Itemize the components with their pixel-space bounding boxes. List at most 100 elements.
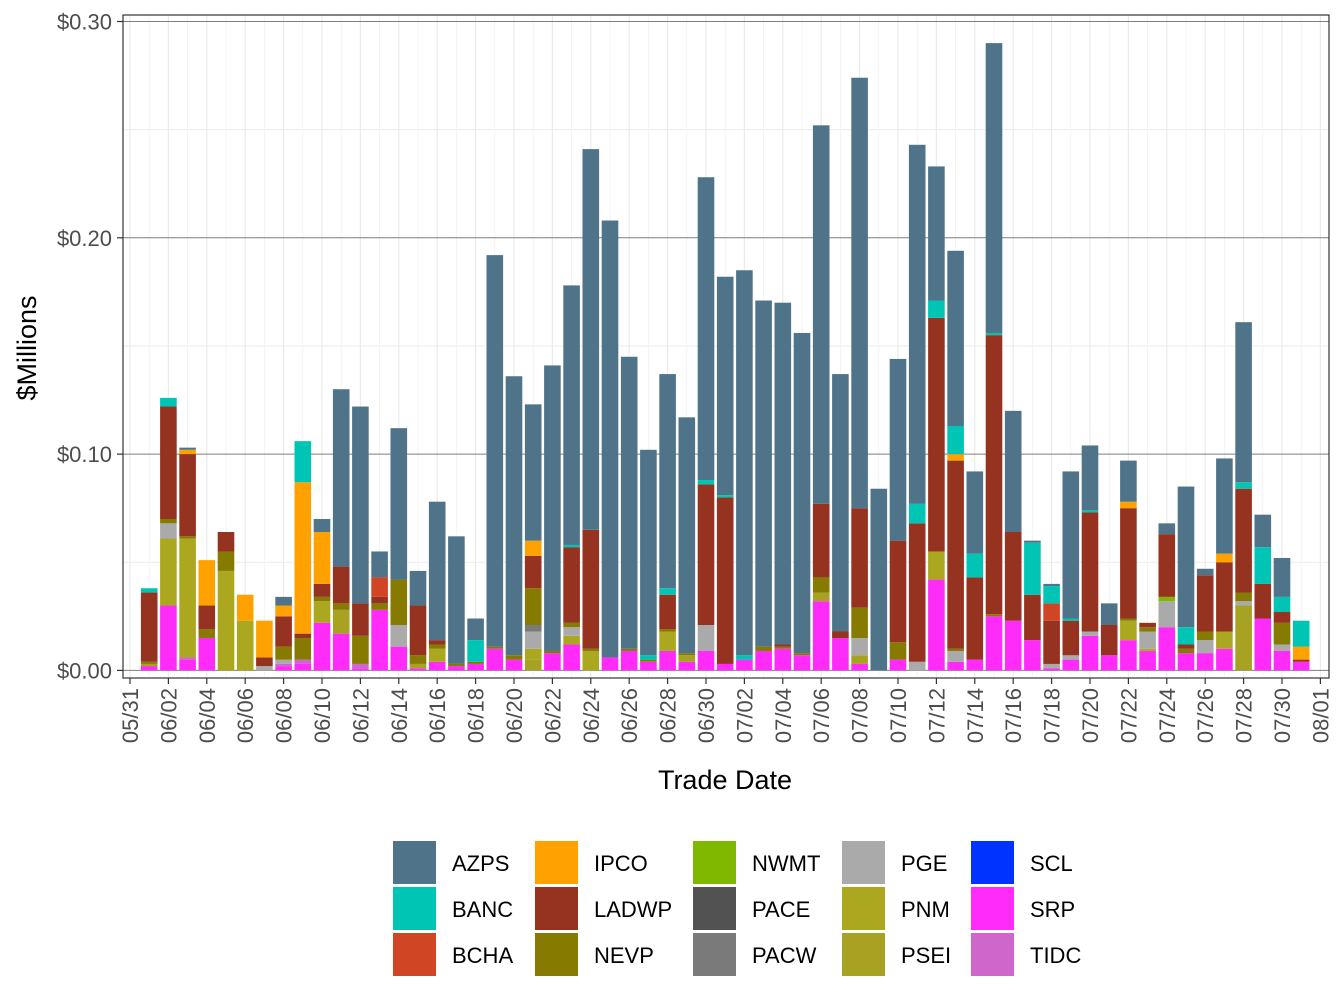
- bar-stack: [1292, 620, 1310, 671]
- bar-stack: [640, 449, 657, 671]
- bar-segment: [313, 622, 331, 671]
- legend-label: LADWP: [594, 897, 672, 922]
- bar-segment: [294, 633, 312, 638]
- bar-segment: [352, 603, 369, 636]
- bar-segment: [678, 417, 696, 654]
- bar-segment: [1235, 482, 1252, 489]
- bar-segment: [160, 519, 177, 524]
- bar-segment: [1004, 620, 1022, 671]
- bar-stack: [1004, 410, 1022, 671]
- bar-segment: [947, 661, 964, 671]
- bar-stack: [1062, 471, 1080, 671]
- bar-segment: [851, 663, 868, 671]
- x-tick-label: 06/08: [272, 688, 297, 743]
- x-tick-label: 06/16: [425, 688, 450, 743]
- bar-segment: [390, 625, 408, 647]
- bar-stack: [544, 365, 561, 671]
- bar-stack: [313, 519, 331, 671]
- bar-segment: [294, 441, 312, 483]
- bar-segment: [1158, 534, 1176, 597]
- y-tick-label: $0.10: [57, 442, 112, 467]
- x-tick-label: 07/10: [886, 688, 911, 743]
- bar-stack: [812, 125, 830, 671]
- bar-segment: [851, 77, 868, 509]
- legend: AZPS BANC BCHA IPCO LADWP NEVP NWMT PACE PACW PGE…: [393, 841, 1081, 976]
- bar-segment: [409, 655, 427, 664]
- x-tick-label: 07/26: [1193, 688, 1218, 743]
- bar-segment: [774, 646, 792, 649]
- bar-segment: [774, 644, 792, 647]
- bar-segment: [1043, 668, 1060, 671]
- bar-segment: [563, 544, 580, 548]
- x-tick-label: 07/02: [732, 688, 757, 743]
- plot-area: $0.00 $0.10 $0.20 $0.30 05/31 06/02 06/04 06/06…: [57, 9, 1333, 743]
- bar-stack: [736, 270, 753, 671]
- bar-segment: [486, 646, 504, 649]
- bar-stack: [1120, 460, 1137, 671]
- bar-segment: [198, 605, 216, 630]
- bar-segment: [1062, 471, 1080, 619]
- bar-segment: [1177, 648, 1195, 654]
- x-tick-label: 06/10: [310, 688, 335, 743]
- legend-swatch: [693, 887, 736, 930]
- bar-segment: [409, 663, 427, 669]
- bar-segment: [563, 627, 580, 636]
- x-tick-label: 07/14: [963, 688, 988, 743]
- legend-label: NEVP: [594, 943, 654, 968]
- bar-stack: [390, 428, 408, 671]
- bar-segment: [832, 637, 849, 671]
- bar-segment: [812, 503, 830, 578]
- bar-segment: [275, 663, 292, 667]
- bar-segment: [1081, 445, 1099, 511]
- bar-segment: [1177, 644, 1195, 649]
- bar-stack: [1024, 540, 1041, 671]
- plot-border: [122, 14, 1330, 679]
- bar-segment: [1062, 620, 1080, 656]
- bar-segment: [179, 447, 196, 450]
- bar-segment: [1273, 596, 1291, 613]
- bar-segment: [985, 43, 1003, 333]
- x-tick-label: 07/20: [1078, 688, 1103, 743]
- bar-segment: [1043, 603, 1060, 621]
- bar-segment: [889, 358, 907, 541]
- x-tick-label: 05/31: [118, 688, 143, 743]
- bar-segment: [1043, 586, 1060, 604]
- bar-segment: [524, 404, 542, 541]
- bar-segment: [275, 616, 292, 647]
- bar-segment: [1177, 653, 1195, 671]
- bar-segment: [217, 551, 235, 571]
- bar-segment: [236, 620, 254, 671]
- x-tick-label: 07/22: [1116, 688, 1141, 743]
- bar-segment: [985, 614, 1003, 617]
- bar-segment: [1196, 575, 1214, 632]
- bar-segment: [544, 650, 561, 654]
- y-axis-label: $Millions: [12, 295, 42, 400]
- bar-stack: [428, 501, 446, 671]
- bar-segment: [448, 536, 465, 664]
- bar-segment: [563, 635, 580, 645]
- x-tick-label: 07/24: [1155, 688, 1180, 743]
- legend-swatch: [842, 841, 885, 884]
- bar-stack: [236, 594, 254, 671]
- bar-stack: [448, 536, 465, 671]
- legend-swatch: [535, 841, 578, 884]
- bar-segment: [640, 449, 657, 656]
- legend-label: SCL: [1030, 851, 1073, 876]
- bar-stack: [832, 374, 849, 671]
- bar-segment: [294, 482, 312, 634]
- bar-stack: [1177, 486, 1195, 671]
- bar-segment: [774, 648, 792, 671]
- bar-stack: [256, 620, 273, 671]
- bar-segment: [179, 659, 196, 671]
- bar-stack: [1081, 445, 1099, 671]
- bar-segment: [371, 609, 388, 671]
- bar-segment: [563, 622, 580, 628]
- bar-segment: [467, 618, 484, 641]
- x-tick-label: 06/04: [195, 688, 220, 743]
- bar-segment: [793, 655, 811, 671]
- bar-segment: [1004, 410, 1022, 532]
- bar-segment: [563, 547, 580, 623]
- bar-segment: [428, 501, 446, 641]
- bar-segment: [582, 648, 600, 651]
- bar-segment: [1273, 622, 1291, 645]
